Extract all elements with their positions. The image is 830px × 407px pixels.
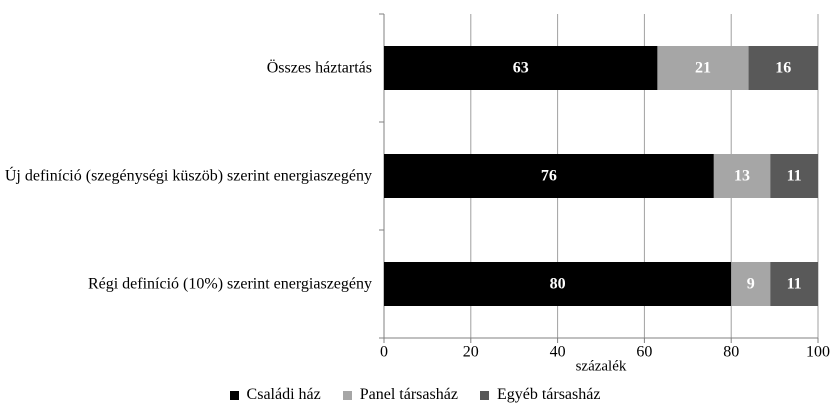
x-tick-label: 20 — [463, 344, 479, 361]
data-label: 76 — [541, 168, 557, 185]
legend-item: Családi ház — [229, 386, 321, 404]
bar — [748, 46, 818, 90]
x-tick-label: 60 — [636, 344, 652, 361]
bar — [384, 262, 732, 306]
x-tick-label: 100 — [806, 344, 830, 361]
legend-swatch — [229, 390, 239, 400]
data-label: 9 — [747, 276, 755, 293]
bar — [770, 262, 818, 306]
bar — [713, 154, 771, 198]
x-tick-label: 80 — [723, 344, 739, 361]
legend-item: Panel társasház — [342, 386, 458, 404]
x-tick-label: 40 — [550, 344, 566, 361]
bar — [770, 154, 818, 198]
data-label: 63 — [513, 60, 529, 77]
data-label: 11 — [787, 168, 802, 185]
data-label: 16 — [775, 60, 791, 77]
bar — [657, 46, 749, 90]
legend-label: Családi ház — [246, 386, 321, 403]
legend-item: Egyéb társasház — [479, 386, 601, 404]
legend-swatch — [479, 390, 489, 400]
y-tick-label: Új definíció (szegénységi küszöb) szerin… — [4, 167, 372, 185]
legend: Családi ház Panel társasház Egyéb társashá… — [0, 386, 830, 404]
bar — [384, 154, 714, 198]
y-tick-label: Összes háztartás — [266, 59, 372, 77]
data-label: 21 — [695, 60, 711, 77]
bar — [731, 262, 771, 306]
x-axis-title: százalék — [576, 358, 627, 374]
x-tick-label: 0 — [380, 344, 388, 361]
legend-label: Egyéb társasház — [496, 386, 601, 403]
data-label: 11 — [787, 276, 802, 293]
legend-swatch — [342, 390, 352, 400]
y-tick-label: Régi definíció (10%) szerint energiaszeg… — [87, 275, 372, 293]
legend-label: Panel társasház — [359, 386, 458, 403]
bar — [384, 46, 658, 90]
data-label: 13 — [734, 168, 750, 185]
data-label: 80 — [550, 276, 566, 293]
